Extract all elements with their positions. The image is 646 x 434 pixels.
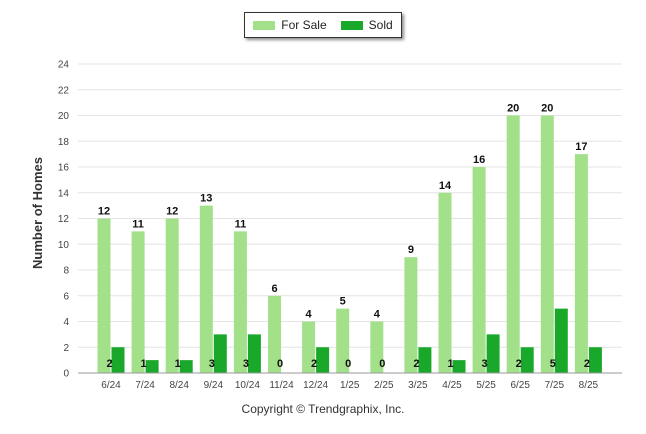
y-tick-label: 20 — [58, 111, 70, 122]
data-label-for-sale: 5 — [340, 296, 346, 308]
data-label-for-sale: 14 — [439, 180, 452, 192]
bar-for-sale[interactable] — [233, 231, 247, 373]
data-label-for-sale: 11 — [132, 218, 144, 230]
data-label-for-sale: 17 — [575, 141, 587, 153]
y-tick-label: 6 — [63, 291, 69, 302]
bar-sold[interactable] — [316, 347, 330, 373]
data-label-sold: 0 — [345, 358, 351, 370]
bar-for-sale[interactable] — [336, 308, 350, 373]
x-tick-label: 9/24 — [204, 380, 224, 391]
bar-sold[interactable] — [179, 360, 193, 373]
y-tick-label: 4 — [63, 317, 69, 328]
bar-for-sale[interactable] — [438, 192, 452, 373]
data-label-sold: 3 — [209, 358, 215, 370]
bar-for-sale[interactable] — [540, 115, 554, 374]
data-label-for-sale: 9 — [408, 244, 414, 256]
y-tick-label: 2 — [63, 343, 69, 354]
legend: For Sale Sold — [244, 12, 402, 38]
data-label-sold: 2 — [311, 358, 317, 370]
data-label-for-sale: 4 — [306, 309, 313, 321]
bar-sold[interactable] — [418, 347, 432, 373]
data-label-sold: 1 — [447, 358, 453, 370]
x-tick-label: 2/25 — [374, 380, 394, 391]
x-tick-label: 3/25 — [408, 380, 428, 391]
data-label-for-sale: 12 — [166, 206, 178, 218]
bars — [97, 115, 602, 374]
sold-swatch — [340, 20, 363, 30]
y-tick-label: 18 — [58, 137, 70, 148]
data-label-sold: 2 — [584, 358, 590, 370]
y-tick-label: 8 — [63, 266, 69, 277]
bar-for-sale[interactable] — [404, 257, 418, 373]
x-tick-label: 6/25 — [510, 380, 530, 391]
bar-for-sale[interactable] — [472, 167, 486, 373]
x-tick-label: 8/24 — [169, 380, 189, 391]
y-tick-label: 24 — [58, 60, 70, 71]
bar-for-sale[interactable] — [97, 218, 111, 374]
data-label-for-sale: 20 — [541, 103, 553, 115]
data-label-sold: 5 — [550, 358, 556, 370]
copyright-footer: Copyright © Trendgraphix, Inc. — [241, 402, 405, 416]
bar-sold[interactable] — [111, 347, 125, 373]
bar-for-sale[interactable] — [131, 231, 145, 373]
data-label-for-sale: 4 — [374, 309, 381, 321]
data-label-for-sale: 13 — [200, 193, 212, 205]
data-label-for-sale: 20 — [507, 103, 519, 115]
data-label-for-sale: 11 — [235, 218, 247, 230]
bar-sold[interactable] — [452, 360, 466, 373]
data-label-sold: 0 — [277, 358, 283, 370]
bar-sold[interactable] — [588, 347, 602, 373]
y-tick-label: 10 — [58, 240, 70, 251]
data-label-sold: 0 — [379, 358, 385, 370]
bar-for-sale[interactable] — [302, 321, 316, 374]
x-tick-label: 1/25 — [340, 380, 360, 391]
data-label-for-sale: 16 — [473, 154, 485, 166]
data-label-sold: 3 — [482, 358, 488, 370]
data-label-for-sale: 6 — [271, 283, 277, 295]
bar-for-sale[interactable] — [506, 115, 520, 374]
bar-sold[interactable] — [520, 347, 534, 373]
bar-for-sale[interactable] — [199, 205, 213, 373]
legend-label-sold: Sold — [368, 18, 393, 32]
bar-sold[interactable] — [145, 360, 159, 373]
legend-item-sold[interactable]: Sold — [340, 18, 393, 32]
data-label-sold: 1 — [141, 358, 147, 370]
x-tick-label: 6/24 — [101, 380, 121, 391]
y-tick-label: 16 — [58, 163, 70, 174]
x-tick-label: 12/24 — [303, 380, 328, 391]
bar-sold[interactable] — [213, 334, 227, 373]
y-axis-label: Number of Homes — [30, 157, 45, 269]
x-tick-label: 7/24 — [135, 380, 155, 391]
data-label-sold: 2 — [516, 358, 522, 370]
y-tick-label: 12 — [58, 214, 70, 225]
bar-for-sale[interactable] — [370, 321, 384, 374]
data-label-sold: 2 — [106, 358, 112, 370]
bar-for-sale[interactable] — [165, 218, 179, 374]
data-label-for-sale: 12 — [98, 206, 110, 218]
legend-label-for-sale: For Sale — [281, 18, 327, 32]
x-tick-label: 8/25 — [579, 380, 599, 391]
for-sale-swatch — [253, 20, 276, 30]
x-tick-label: 7/25 — [545, 380, 565, 391]
x-tick-label: 5/25 — [476, 380, 496, 391]
bar-sold[interactable] — [486, 334, 500, 373]
data-label-sold: 3 — [243, 358, 249, 370]
x-tick-label: 4/25 — [442, 380, 462, 391]
x-tick-label: 10/24 — [235, 380, 260, 391]
x-tick-label: 11/24 — [269, 380, 294, 391]
y-tick-label: 14 — [58, 188, 70, 199]
data-label-sold: 1 — [175, 358, 181, 370]
bar-sold[interactable] — [554, 308, 568, 373]
bar-for-sale[interactable] — [268, 295, 281, 373]
y-tick-label: 0 — [63, 369, 69, 380]
data-label-sold: 2 — [413, 358, 419, 370]
y-tick-label: 22 — [58, 85, 70, 96]
bar-sold[interactable] — [247, 334, 261, 373]
legend-item-for-sale[interactable]: For Sale — [253, 18, 327, 32]
x-axis-ticks: 6/24 7/24 8/24 9/24 10/24 11/24 12/24 1/25 2/25 3… — [101, 380, 598, 391]
bar-for-sale[interactable] — [574, 154, 588, 373]
